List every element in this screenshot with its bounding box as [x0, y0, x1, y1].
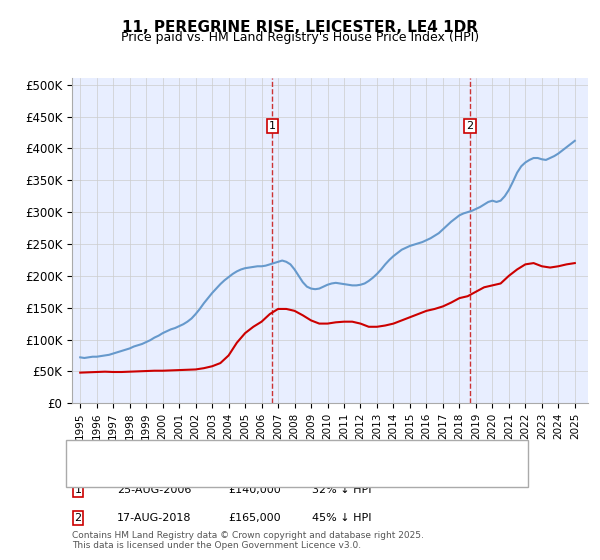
Text: 1: 1 [74, 485, 82, 495]
Text: Contains HM Land Registry data © Crown copyright and database right 2025.
This d: Contains HM Land Registry data © Crown c… [72, 530, 424, 550]
Text: 11, PEREGRINE RISE, LEICESTER, LE4 1DR: 11, PEREGRINE RISE, LEICESTER, LE4 1DR [122, 20, 478, 35]
Text: 25-AUG-2006: 25-AUG-2006 [117, 485, 191, 495]
Text: £140,000: £140,000 [228, 485, 281, 495]
Text: HPI: Average price, detached house, Leicester: HPI: Average price, detached house, Leic… [117, 465, 358, 475]
Text: 2: 2 [74, 513, 82, 523]
Text: 11, PEREGRINE RISE, LEICESTER, LE4 1DR (detached house): 11, PEREGRINE RISE, LEICESTER, LE4 1DR (… [117, 451, 430, 461]
Text: Price paid vs. HM Land Registry's House Price Index (HPI): Price paid vs. HM Land Registry's House … [121, 31, 479, 44]
Text: £165,000: £165,000 [228, 513, 281, 523]
Text: 17-AUG-2018: 17-AUG-2018 [117, 513, 191, 523]
Text: 2: 2 [466, 121, 473, 131]
Text: 32% ↓ HPI: 32% ↓ HPI [312, 485, 371, 495]
Text: 45% ↓ HPI: 45% ↓ HPI [312, 513, 371, 523]
Text: 1: 1 [269, 121, 276, 131]
